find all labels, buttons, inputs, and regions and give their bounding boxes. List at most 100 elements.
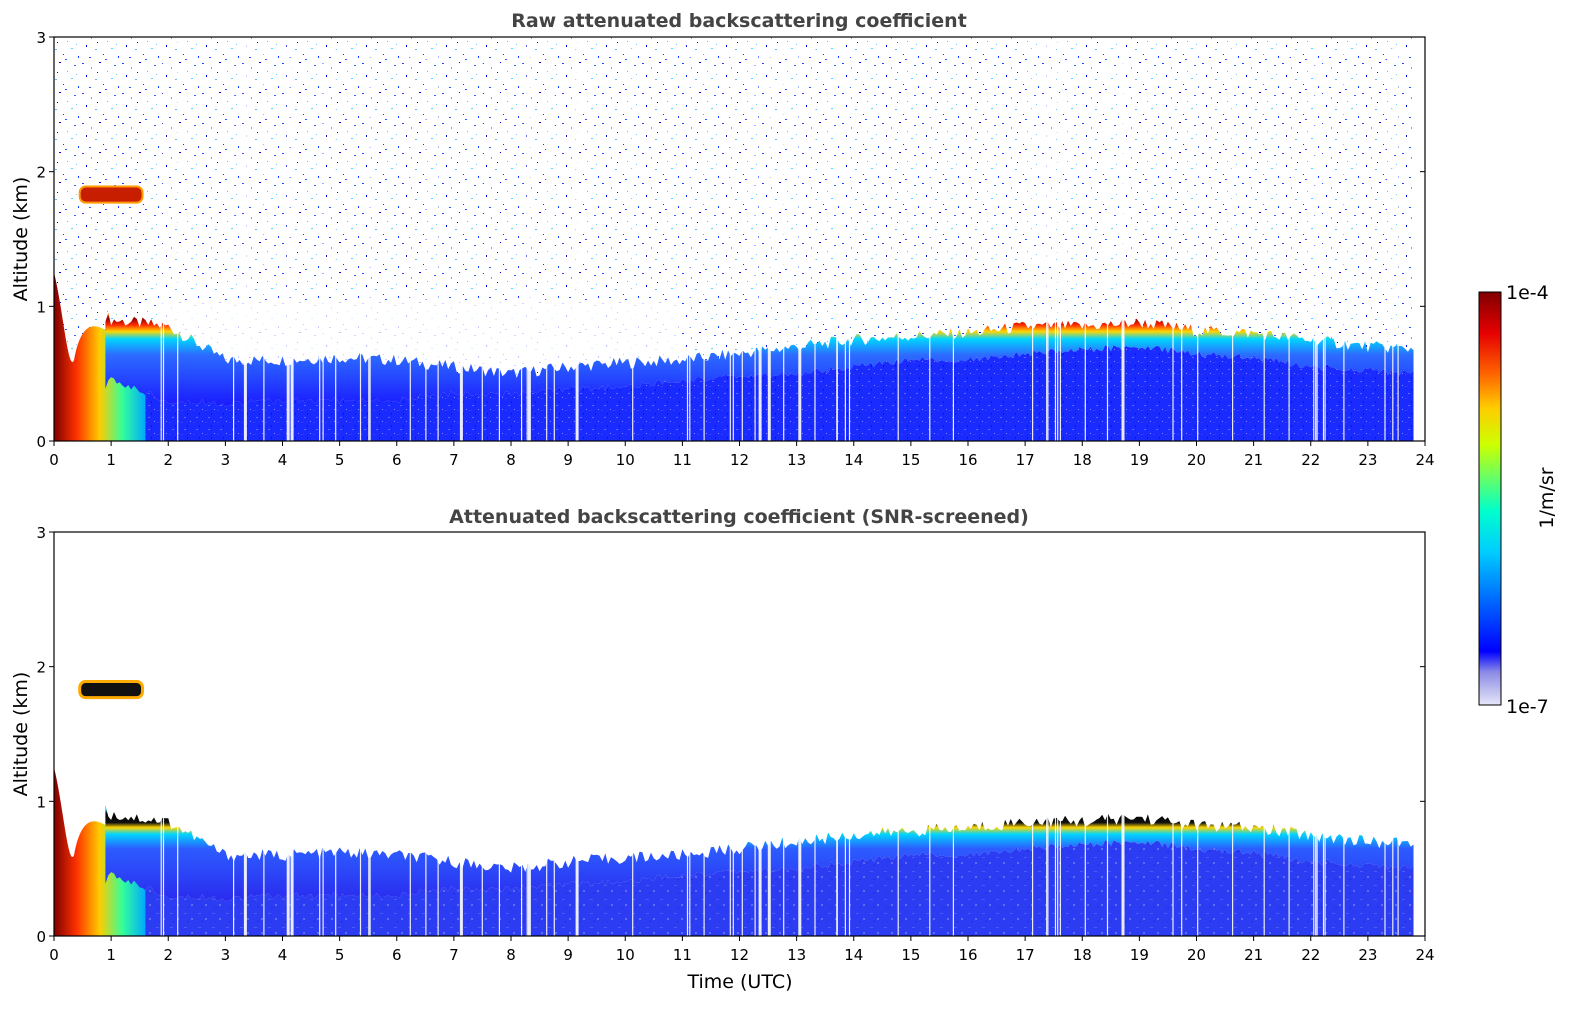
gap-stripe [335, 532, 337, 936]
gap-stripe [1057, 532, 1059, 936]
x-tick-label: 16 [958, 946, 977, 964]
x-tick-label: 18 [1073, 451, 1092, 469]
x-tick-label: 12 [730, 451, 749, 469]
gap-stripe [1232, 532, 1234, 936]
x-tick-label: 0 [49, 946, 59, 964]
gap-stripe [1322, 532, 1325, 936]
x-tick-label: 0 [49, 451, 59, 469]
gap-stripe [575, 37, 579, 441]
gap-stripe [952, 532, 954, 936]
gap-end [1413, 37, 1425, 441]
gap-stripe [1313, 37, 1315, 441]
x-tick-label: 1 [106, 451, 116, 469]
gap-stripe [553, 532, 555, 936]
gap-stripe [521, 532, 523, 936]
x-tick-label: 20 [1187, 451, 1206, 469]
gap-stripe [437, 37, 439, 441]
gap-stripe [732, 532, 734, 936]
gap-stripe [1084, 37, 1086, 441]
gap-stripe [290, 37, 294, 441]
gap-stripe [437, 532, 439, 936]
gap-stripe [814, 37, 816, 441]
gap-stripe [1172, 37, 1174, 441]
raw-backscatter-panel: Raw attenuated backscattering coefficien… [10, 10, 1435, 469]
gap-stripe [783, 37, 785, 441]
x-tick-label: 15 [901, 451, 920, 469]
gap-stripe [1315, 532, 1317, 936]
gap-stripe [369, 37, 371, 441]
gap-stripe [952, 37, 954, 441]
x-tick-label: 21 [1244, 946, 1263, 964]
gap-stripe [1059, 37, 1061, 441]
x-tick-label: 9 [563, 946, 573, 964]
y-axis: 0 1 2 3 [36, 29, 1425, 451]
gap-stripe [498, 37, 500, 441]
y-axis: 0 1 2 3 [36, 524, 1425, 946]
x-tick-label: 2 [163, 451, 173, 469]
x-tick-label: 24 [1415, 451, 1434, 469]
gap-stripe [319, 532, 321, 936]
y-tick-label: 2 [36, 659, 46, 677]
y-tick-label: 0 [36, 928, 46, 946]
gap-stripe [526, 37, 528, 441]
gap-stripe [632, 37, 634, 441]
gap-stripe [243, 37, 247, 441]
y-tick-label: 2 [36, 164, 46, 182]
gap-stripe [177, 532, 179, 936]
gap-stripe [177, 37, 179, 441]
colorbar-label: 1/m/sr [1536, 467, 1558, 528]
gap-stripe [1288, 532, 1290, 936]
gap-stripe [425, 37, 427, 441]
x-axis: 0 1 2 3 4 5 6 7 8 9 10 11 12 13 14 15 16 17 18 19 20 21 22 23 24 [49, 936, 1435, 964]
gap-stripe [459, 37, 463, 441]
gap-stripe [521, 37, 523, 441]
x-tick-label: 8 [506, 946, 516, 964]
gap-stripe [844, 532, 846, 936]
gap-stripe [233, 37, 235, 441]
x-tick-label: 16 [958, 451, 977, 469]
gap-stripe [836, 37, 838, 441]
gap-stripe [1181, 37, 1183, 441]
gap-stripe [425, 532, 427, 936]
x-axis: 0 1 2 3 4 5 6 7 8 9 10 11 12 13 14 15 16 17 18 19 20 21 22 23 24 [49, 441, 1435, 469]
gap-stripe [1197, 37, 1199, 441]
gap-stripe [1324, 37, 1326, 441]
gap-stripe [686, 532, 689, 936]
gap-stripe [243, 532, 247, 936]
x-tick-label: 17 [1016, 451, 1035, 469]
x-tick-label: 5 [335, 451, 345, 469]
colorbar-max-label: 1e-4 [1506, 282, 1549, 304]
x-tick-label: 24 [1415, 946, 1434, 964]
gap-stripe [729, 37, 731, 441]
gap-stripe [369, 532, 371, 936]
y-tick-label: 3 [36, 29, 46, 47]
gap-stripe [632, 532, 634, 936]
gap-stripe [798, 532, 802, 936]
gap-stripe [929, 532, 931, 936]
cloud-patch [78, 185, 144, 204]
gap-stripe [459, 532, 463, 936]
gap-stripe [359, 37, 362, 441]
gap-stripe [1054, 37, 1057, 441]
x-tick-label: 18 [1073, 946, 1092, 964]
gap-stripe [1197, 532, 1199, 936]
y-tick-label: 1 [36, 793, 46, 811]
gap-stripe [322, 37, 324, 441]
x-tick-label: 10 [616, 946, 635, 964]
gap-stripe [848, 37, 851, 441]
gap-stripe [1172, 532, 1174, 936]
early-boundary-layer [54, 272, 146, 441]
gap-stripe [481, 532, 483, 936]
gap-stripe [1232, 37, 1234, 441]
gap-stripe [689, 532, 691, 936]
gap-stripe [409, 532, 411, 936]
x-tick-label: 2 [163, 946, 173, 964]
gap-stripe [1324, 532, 1326, 936]
gap-stripe [1392, 37, 1394, 441]
gap-stripe [160, 37, 162, 441]
gap-stripe [1047, 37, 1049, 441]
gap-stripe [703, 532, 705, 936]
gap-stripe [741, 37, 743, 441]
gap-stripe [758, 37, 762, 441]
